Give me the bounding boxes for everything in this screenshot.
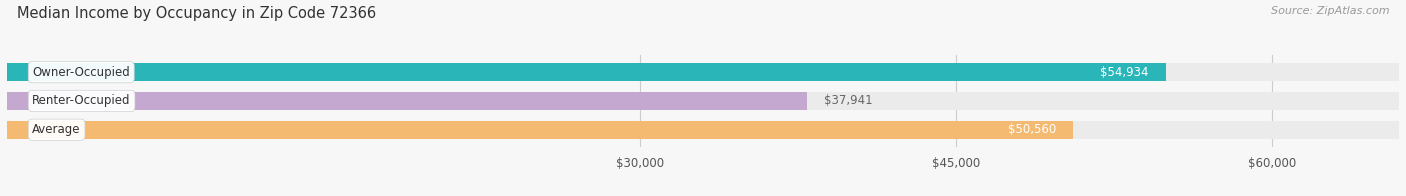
Bar: [7, 121, 1073, 139]
Text: Average: Average: [32, 123, 80, 136]
Text: Owner-Occupied: Owner-Occupied: [32, 66, 131, 79]
Bar: [7, 63, 1166, 81]
Text: $54,934: $54,934: [1101, 66, 1149, 79]
Bar: [7, 92, 1399, 110]
Bar: [7, 121, 1399, 139]
Text: Median Income by Occupancy in Zip Code 72366: Median Income by Occupancy in Zip Code 7…: [17, 6, 375, 21]
Text: $50,560: $50,560: [1008, 123, 1056, 136]
Text: Source: ZipAtlas.com: Source: ZipAtlas.com: [1271, 6, 1389, 16]
Bar: [7, 92, 807, 110]
Text: $37,941: $37,941: [824, 94, 873, 107]
Text: Renter-Occupied: Renter-Occupied: [32, 94, 131, 107]
Bar: [7, 63, 1399, 81]
